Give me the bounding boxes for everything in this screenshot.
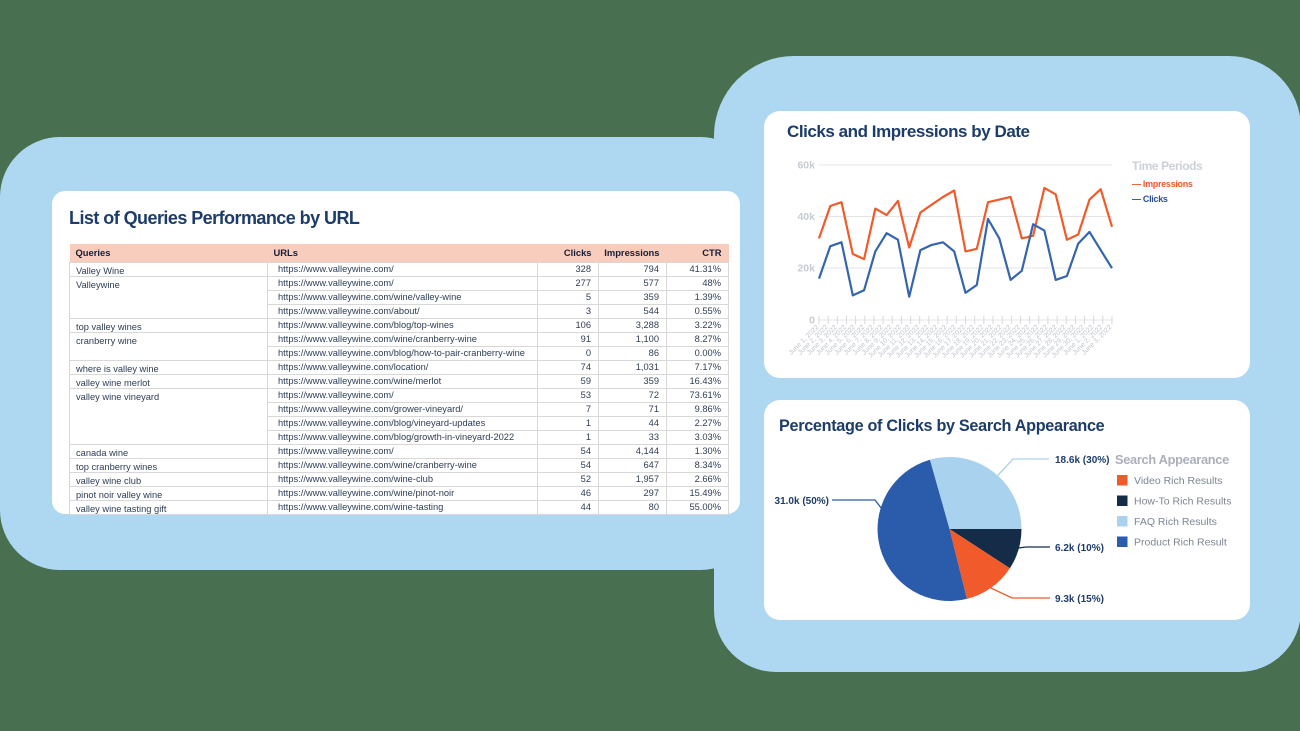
svg-text:60k: 60k xyxy=(797,160,815,172)
svg-text:Search Appearance: Search Appearance xyxy=(1115,452,1229,467)
svg-text:Video Rich Results: Video Rich Results xyxy=(1134,475,1223,487)
svg-text:40k: 40k xyxy=(797,211,815,223)
svg-text:How-To Rich Results: How-To Rich Results xyxy=(1134,496,1231,508)
svg-text:Product Rich Result: Product Rich Result xyxy=(1134,537,1227,549)
svg-text:9.3k (15%): 9.3k (15%) xyxy=(1055,594,1104,605)
svg-text:0: 0 xyxy=(809,315,815,327)
svg-text:6.2k (10%): 6.2k (10%) xyxy=(1055,543,1104,554)
svg-text:FAQ Rich Results: FAQ Rich Results xyxy=(1134,516,1217,528)
svg-text:31.0k (50%): 31.0k (50%) xyxy=(775,496,829,507)
svg-text:20k: 20k xyxy=(797,263,815,275)
svg-text:18.6k (30%): 18.6k (30%) xyxy=(1055,455,1109,466)
